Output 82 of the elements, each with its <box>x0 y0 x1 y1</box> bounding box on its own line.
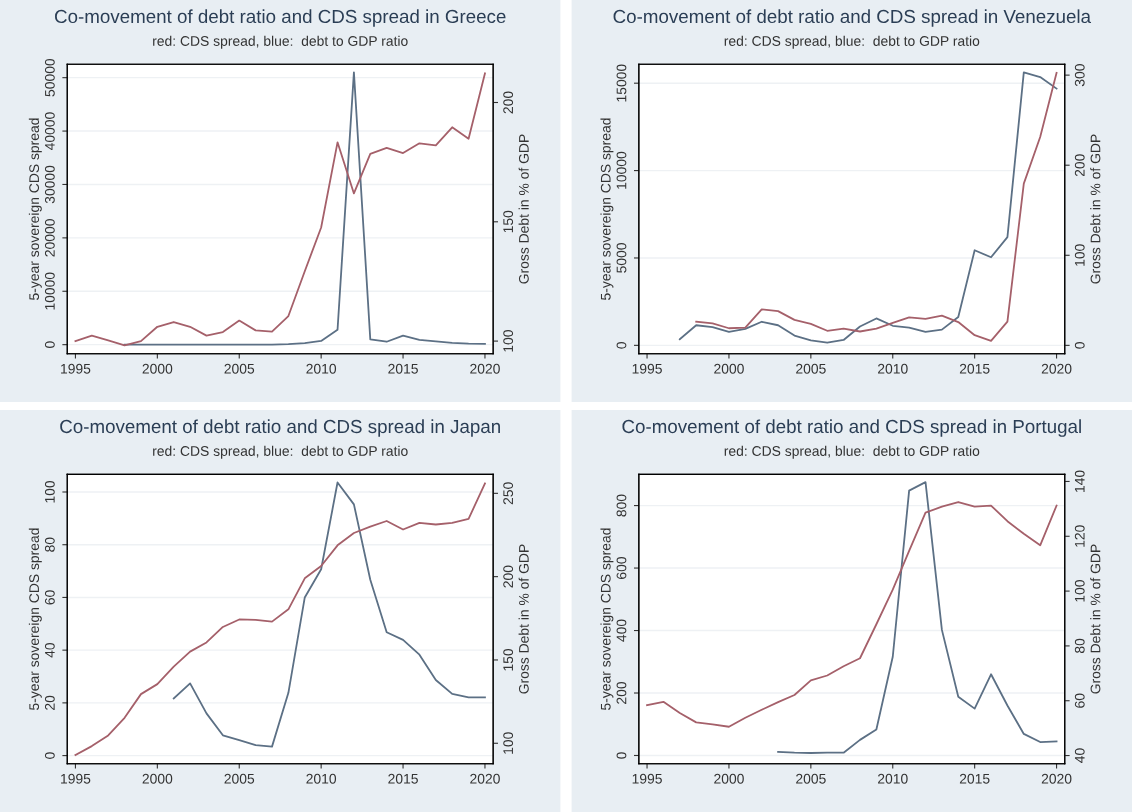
y-tick-label: 400 <box>616 619 627 642</box>
x-tick-label: 2000 <box>142 773 173 784</box>
line-series <box>74 482 486 756</box>
x-tick-label: 2010 <box>306 773 337 784</box>
x-tick-label: 1995 <box>632 363 662 374</box>
y2-tick-label: 120 <box>1074 525 1085 547</box>
y-tick-label: 0 <box>44 341 55 348</box>
y-axis-title: 5-year sovereign CDS spread <box>600 528 614 710</box>
x-tick-label: 2020 <box>1041 363 1072 374</box>
y2-tick-label: 0 <box>1074 342 1085 349</box>
y2-tick-label: 40 <box>1074 748 1085 763</box>
x-tick-label: 2000 <box>714 773 744 784</box>
x-tick-label: 2005 <box>224 773 255 784</box>
y2-tick-label: 100 <box>1074 580 1085 602</box>
y-tick-label: 0 <box>616 752 627 759</box>
x-tick-label: 2005 <box>224 363 255 374</box>
y2-axis-title: Gross Debt in % of GDP <box>518 544 529 694</box>
chart-title: Co-movement of debt ratio and CDS spread in Greece <box>55 9 506 27</box>
y2-tick-label: 100 <box>1074 244 1085 266</box>
y2-tick-label: 300 <box>1074 64 1085 87</box>
y2-tick-label: 140 <box>1074 470 1085 492</box>
y-tick-label: 50000 <box>44 58 55 97</box>
x-tick-label: 2015 <box>388 773 418 784</box>
y-tick-label: 5000 <box>616 243 627 273</box>
y-tick-label: 0 <box>616 342 627 349</box>
y-tick-label: 100 <box>44 480 55 503</box>
x-tick-label: 2000 <box>714 363 744 374</box>
x-tick-label: 2015 <box>959 773 990 784</box>
x-tick-label: 2000 <box>142 363 173 374</box>
y-tick-label: 40000 <box>44 112 55 151</box>
y2-tick-label: 80 <box>1074 638 1085 654</box>
y2-tick-label: 100 <box>503 330 514 352</box>
line-series <box>172 481 486 748</box>
x-tick-label: 2005 <box>796 363 826 374</box>
x-tick-label: 2015 <box>388 363 418 374</box>
y-tick-label: 60 <box>44 590 55 605</box>
y-tick-label: 15000 <box>616 64 627 102</box>
y-tick-label: 600 <box>616 557 627 579</box>
y-tick-label: 10000 <box>616 151 627 189</box>
chart-subtitle: red: CDS spread, blue: debt to GDP ratio <box>724 35 980 49</box>
y-tick-label: 800 <box>616 494 627 517</box>
x-tick-label: 2010 <box>306 363 337 374</box>
x-tick-label: 2010 <box>878 363 908 374</box>
y2-axis-title: Gross Debt in % of GDP <box>1090 544 1101 694</box>
y2-axis-title: Gross Debt in % of GDP <box>1090 134 1101 284</box>
y-tick-label: 20000 <box>44 219 55 257</box>
y2-tick-label: 200 <box>503 91 514 114</box>
y2-tick-label: 200 <box>1074 154 1085 177</box>
x-tick-label: 1995 <box>632 773 662 784</box>
x-tick-label: 2020 <box>470 773 500 784</box>
chart-subtitle: red: CDS spread, blue: debt to GDP ratio <box>153 35 408 49</box>
y-axis-title: 5-year sovereign CDS spread <box>600 118 614 300</box>
x-tick-label: 2015 <box>959 363 990 374</box>
chart-title: Co-movement of debt ratio and CDS spread in Venezuela <box>613 9 1092 27</box>
y-tick-label: 10000 <box>44 272 55 310</box>
y-tick-label: 30000 <box>44 165 55 204</box>
y2-tick-label: 60 <box>1074 693 1085 708</box>
y2-tick-label: 200 <box>503 565 514 588</box>
x-tick-label: 2005 <box>796 773 826 784</box>
chart-title: Co-movement of debt ratio and CDS spread in Japan <box>60 419 500 437</box>
y2-tick-label: 150 <box>503 210 514 233</box>
y-tick-label: 40 <box>44 642 55 658</box>
chart-subtitle: red: CDS spread, blue: debt to GDP ratio <box>724 445 980 459</box>
line-series <box>646 501 1058 728</box>
y2-tick-label: 150 <box>503 648 514 671</box>
y-tick-label: 0 <box>44 752 55 759</box>
x-tick-label: 1995 <box>61 363 91 374</box>
x-tick-label: 2010 <box>878 773 908 784</box>
y-tick-label: 80 <box>44 537 55 552</box>
line-series <box>777 481 1058 754</box>
y-axis-title: 5-year sovereign CDS spread <box>28 118 42 300</box>
x-tick-label: 1995 <box>61 773 91 784</box>
y2-tick-label: 100 <box>503 732 514 754</box>
y-axis-title: 5-year sovereign CDS spread <box>28 528 42 710</box>
y2-axis-title: Gross Debt in % of GDP <box>518 134 529 284</box>
x-tick-label: 2020 <box>1041 773 1072 784</box>
x-tick-label: 2020 <box>470 363 500 374</box>
y-tick-label: 200 <box>616 681 627 704</box>
y2-tick-label: 250 <box>503 482 514 505</box>
chart-title: Co-movement of debt ratio and CDS spread in Portugal <box>622 419 1081 437</box>
y-tick-label: 20 <box>44 695 55 710</box>
chart-subtitle: red: CDS spread, blue: debt to GDP ratio <box>153 445 408 459</box>
